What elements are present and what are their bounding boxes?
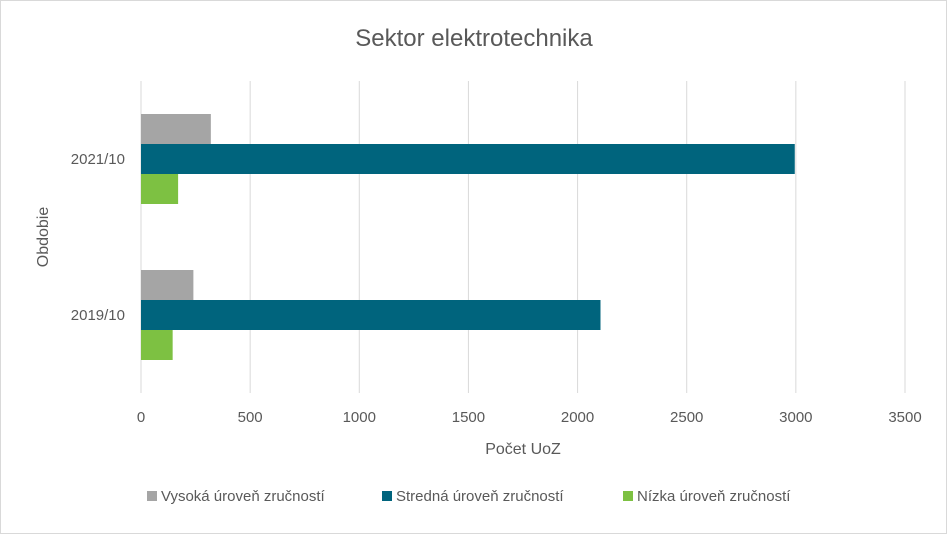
chart-title: Sektor elektrotechnika	[355, 25, 593, 52]
y-axis-title: Obdobie	[35, 207, 52, 268]
legend-swatch	[623, 491, 633, 501]
legend-label: Vysoká úroveň zručností	[161, 488, 326, 505]
x-tick-label: 2500	[670, 409, 703, 426]
y-tick-label: 2019/10	[71, 307, 125, 324]
x-tick-label: 0	[137, 409, 145, 426]
x-tick-label: 1000	[343, 409, 376, 426]
x-axis-ticks: 0 500 1000 1500 2000 2500 3000 3500	[137, 409, 922, 426]
bars	[141, 114, 795, 360]
bar-2019-10-series-0	[141, 270, 194, 300]
x-tick-label: 3000	[779, 409, 812, 426]
bar-2021-10-series-1	[141, 144, 795, 174]
x-axis-title: Počet UoZ	[485, 441, 561, 458]
legend-swatch	[147, 491, 157, 501]
x-tick-label: 3500	[888, 409, 921, 426]
legend-label: Nízka úroveň zručností	[637, 488, 791, 505]
bar-2019-10-series-1	[141, 300, 601, 330]
gridlines	[140, 81, 906, 393]
x-tick-label: 2000	[561, 409, 594, 426]
bar-2019-10-series-2	[141, 330, 173, 360]
x-tick-label: 500	[238, 409, 263, 426]
legend: Vysoká úroveň zručností Stredná úroveň zr…	[147, 488, 791, 505]
legend-swatch	[382, 491, 392, 501]
bar-2021-10-series-0	[141, 114, 211, 144]
legend-label: Stredná úroveň zručností	[396, 488, 564, 505]
x-tick-label: 1500	[452, 409, 485, 426]
y-tick-label: 2021/10	[71, 151, 125, 168]
bar-2021-10-series-2	[141, 174, 179, 204]
y-axis-ticks: 2019/10 2021/10	[71, 151, 125, 324]
